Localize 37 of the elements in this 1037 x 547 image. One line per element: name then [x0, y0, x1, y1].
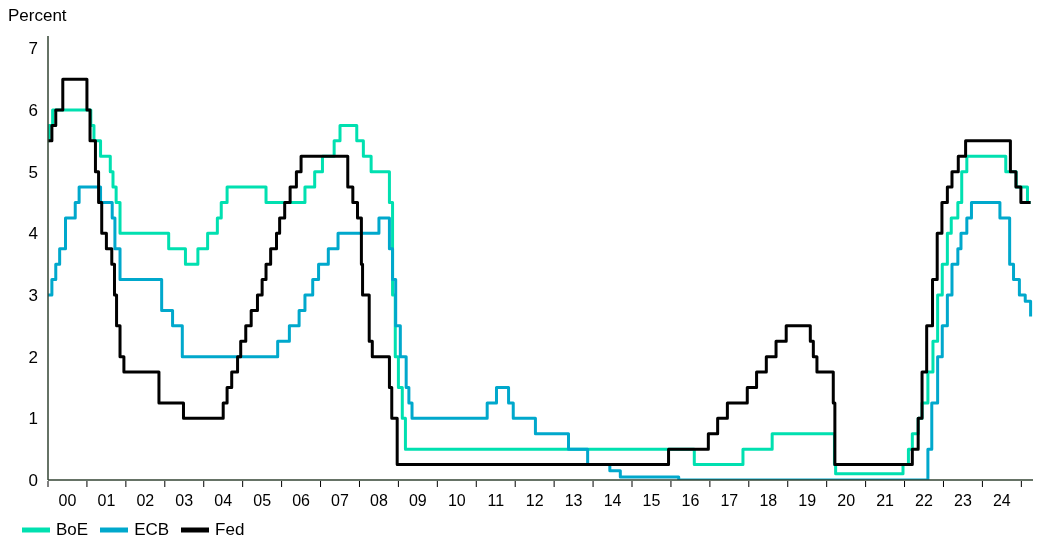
x-tick-label: 15 [642, 492, 661, 509]
y-tick-label: 4 [28, 224, 38, 244]
x-tick-label: 01 [97, 492, 116, 509]
x-tick-label: 21 [876, 492, 895, 509]
x-tick-label: 20 [837, 492, 856, 509]
y-tick-label: 6 [28, 101, 38, 121]
x-tick-label: 14 [603, 492, 622, 509]
x-tick-label: 18 [759, 492, 778, 509]
x-tick-label: 24 [992, 492, 1011, 509]
x-tick-label: 22 [915, 492, 934, 509]
legend-label: BoE [56, 520, 89, 540]
legend-label: Fed [215, 520, 245, 540]
x-tick-label: 12 [525, 492, 544, 509]
x-tick-label: 02 [136, 492, 155, 509]
x-tick-label: 19 [798, 492, 817, 509]
y-axis-title: Percent [8, 6, 67, 26]
x-tick-label: 04 [214, 492, 233, 509]
x-tick-label: 00 [58, 492, 77, 509]
y-tick-label: 0 [28, 471, 38, 491]
x-tick-label: 09 [408, 492, 427, 509]
y-tick-label: 1 [28, 409, 38, 429]
y-tick-label: 7 [28, 39, 38, 59]
y-tick-label: 2 [28, 347, 38, 367]
x-tick-label: 13 [564, 492, 583, 509]
x-tick-label: 03 [175, 492, 194, 509]
y-tick-label: 5 [28, 162, 38, 182]
x-tick-label: 10 [447, 492, 466, 509]
x-tick-label: 11 [487, 492, 505, 509]
x-tick-label: 06 [292, 492, 311, 509]
x-tick-label: 07 [331, 492, 349, 509]
x-tick-label: 23 [954, 492, 972, 509]
x-tick-label: 17 [720, 492, 739, 509]
y-tick-label: 3 [28, 286, 38, 306]
x-tick-label: 05 [253, 492, 272, 509]
x-tick-label: 16 [681, 492, 700, 509]
legend-label: ECB [134, 520, 170, 540]
x-tick-label: 08 [370, 492, 388, 509]
